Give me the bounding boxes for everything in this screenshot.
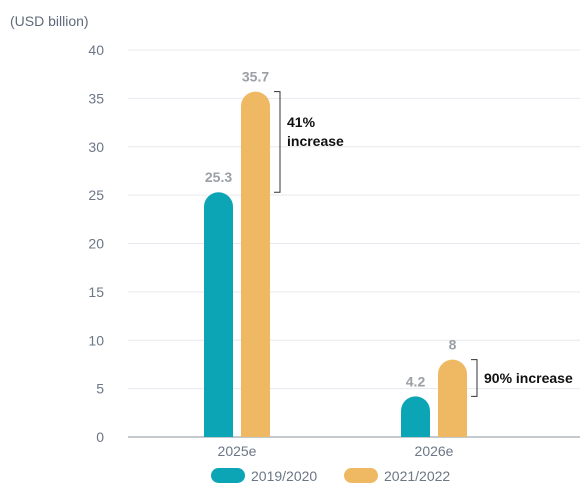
annotations: 41% increase 90% increase (274, 91, 573, 397)
grid-lines (128, 49, 580, 438)
data-label: 25.3 (205, 169, 232, 185)
legend-label: 2021/2022 (384, 468, 450, 484)
x-axis-labels: 2025e 2026e (218, 443, 454, 459)
unit-label: (USD billion) (10, 13, 89, 29)
annotation-text: increase (287, 133, 344, 149)
legend: 2019/2020 2021/2022 (211, 468, 450, 484)
bar-2019-2020-2026e (401, 396, 430, 437)
legend-swatch (211, 468, 245, 483)
y-axis-ticks: 0 5 10 15 20 25 30 35 40 (88, 42, 104, 445)
bar-2021-2022-2025e (241, 91, 270, 437)
y-tick-label: 20 (88, 236, 104, 252)
data-label: 8 (449, 337, 457, 353)
annotation-text: 41% (287, 114, 316, 130)
y-tick-label: 0 (96, 429, 104, 445)
bar-2019-2020-2025e (204, 192, 233, 437)
data-labels: 25.3 35.7 4.2 8 (205, 69, 457, 390)
y-tick-label: 10 (88, 332, 104, 348)
y-tick-label: 35 (88, 90, 104, 106)
increase-bracket (274, 91, 281, 193)
x-tick-label: 2025e (218, 443, 257, 459)
bar-2021-2022-2026e (438, 359, 467, 437)
y-tick-label: 30 (88, 139, 104, 155)
data-label: 4.2 (406, 373, 426, 389)
increase-bracket (471, 359, 478, 397)
annotation-text: 90% increase (484, 370, 573, 386)
x-tick-label: 2026e (415, 443, 454, 459)
legend-swatch (344, 468, 378, 483)
y-tick-label: 15 (88, 284, 104, 300)
bars (204, 91, 467, 437)
data-label: 35.7 (242, 69, 269, 85)
y-tick-label: 40 (88, 42, 104, 58)
legend-label: 2019/2020 (251, 468, 317, 484)
y-tick-label: 25 (88, 187, 104, 203)
y-tick-label: 5 (96, 381, 104, 397)
